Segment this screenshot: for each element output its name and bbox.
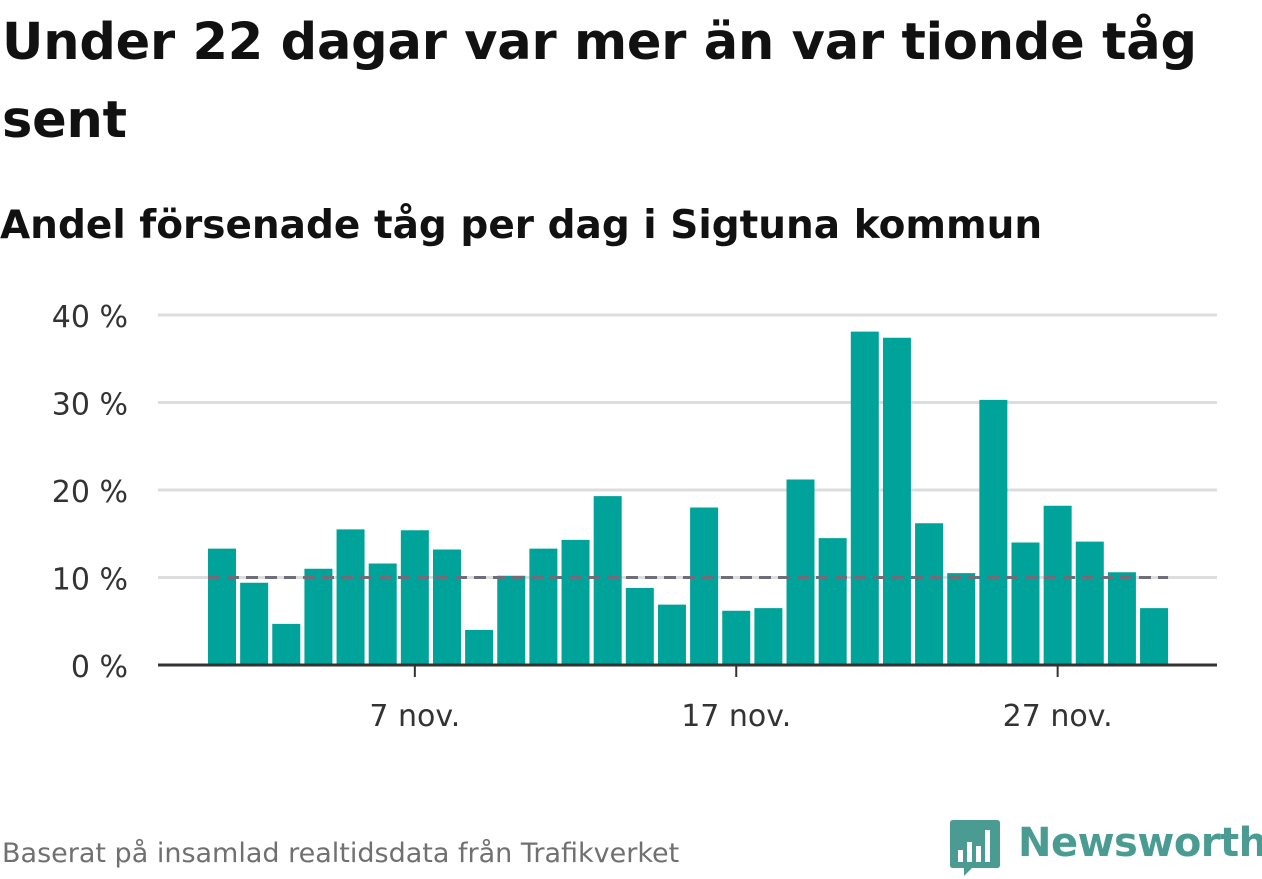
bar [1107, 572, 1136, 665]
bar [979, 399, 1008, 665]
bar [1043, 505, 1072, 665]
chart-title: Under 22 dagar var mer än var tionde tåg… [2, 13, 1197, 150]
bar [818, 538, 847, 665]
source-footnote: Baserat på insamlad realtidsdata från Tr… [2, 838, 680, 869]
bar [625, 588, 654, 665]
bar [754, 608, 783, 665]
bar-chart-speech-bubble-icon [950, 820, 1000, 876]
bar [561, 539, 590, 665]
x-tick-label: 27 nov. [1003, 699, 1113, 734]
bars [208, 331, 1169, 665]
y-tick-label: 30 % [52, 388, 128, 423]
bar [208, 548, 236, 665]
bar [400, 530, 429, 665]
chart-subtitle: Andel försenade tåg per dag i Sigtuna ko… [0, 203, 1043, 248]
bar [336, 529, 365, 665]
x-tick-label: 17 nov. [681, 699, 791, 734]
bar [722, 610, 751, 665]
bar [593, 496, 622, 665]
bar [272, 623, 301, 665]
bar [850, 331, 879, 665]
bar [1011, 542, 1040, 665]
bar [1075, 541, 1104, 665]
x-tick-label: 7 nov. [369, 699, 460, 734]
bar [657, 604, 686, 665]
bar [915, 523, 944, 665]
bar [497, 575, 526, 665]
bar [947, 573, 976, 665]
bar [786, 479, 815, 665]
y-tick-label: 40 % [52, 300, 128, 335]
bar-chart: 0 % 10 % 20 % 30 % 40 % 7 nov. 17 nov. 27 nov. [52, 300, 1217, 734]
y-axis-ticks: 0 % 10 % 20 % 30 % 40 % [52, 300, 128, 685]
bar [432, 549, 461, 665]
y-tick-label: 0 % [71, 650, 128, 685]
y-tick-label: 10 % [52, 563, 128, 598]
bar [882, 337, 911, 665]
bar [1140, 608, 1169, 665]
bar [304, 568, 333, 665]
bar [690, 507, 719, 665]
bar [529, 548, 558, 665]
x-axis: 7 nov. 17 nov. 27 nov. [158, 663, 1217, 734]
y-tick-label: 20 % [52, 475, 128, 510]
newsworthy-logo[interactable]: Newsworthy [950, 818, 1262, 876]
bar [368, 563, 397, 665]
logo-text: Newsworthy [1018, 820, 1262, 866]
bar [465, 630, 494, 665]
bar [240, 582, 269, 665]
